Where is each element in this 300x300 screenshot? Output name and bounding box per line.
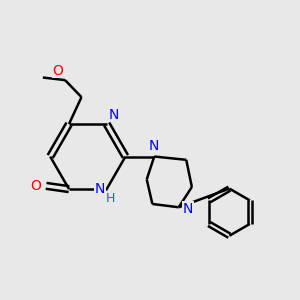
Text: N: N <box>109 108 119 122</box>
Text: N: N <box>149 139 159 153</box>
Text: H: H <box>106 192 115 205</box>
Text: N: N <box>183 202 193 216</box>
Text: N: N <box>94 182 105 196</box>
Text: O: O <box>52 64 64 77</box>
Text: O: O <box>30 179 41 193</box>
